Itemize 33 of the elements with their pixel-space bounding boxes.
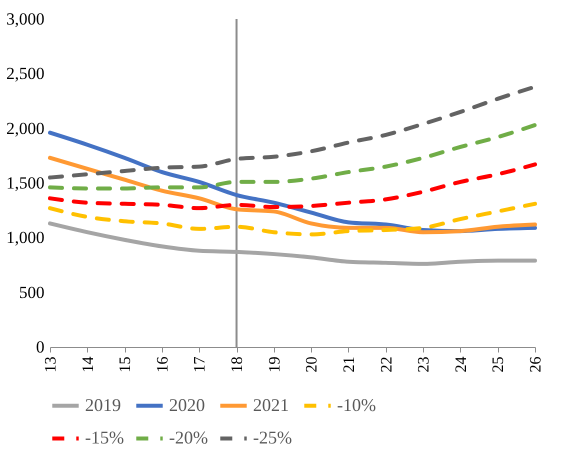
- legend-label: -20%: [169, 428, 208, 448]
- x-tick-label: 13: [42, 356, 60, 372]
- x-tick-label: 23: [416, 356, 433, 372]
- x-tick-label: 26: [528, 356, 544, 372]
- line-series: [48, 221, 537, 266]
- line-series: [48, 202, 537, 236]
- legend-label: -10%: [337, 394, 376, 415]
- line-series: [48, 162, 537, 210]
- y-tick-label: 2,500: [6, 64, 44, 84]
- y-tick-label: 1,000: [6, 228, 44, 248]
- legend-label: 2020: [169, 394, 205, 415]
- x-tick-label: 17: [192, 356, 209, 372]
- legend-label: 2019: [85, 394, 121, 415]
- x-tick-label: 22: [378, 356, 396, 372]
- line-series: [48, 123, 537, 190]
- legend-label: 2021: [253, 394, 289, 415]
- legend-label: -25%: [253, 428, 292, 448]
- x-tick-label: 20: [304, 356, 321, 372]
- y-tick-label: 500: [19, 282, 44, 302]
- y-tick-label: 2,000: [6, 118, 44, 138]
- x-tick-label: 21: [340, 356, 358, 372]
- y-tick-label: 3,000: [6, 10, 44, 28]
- x-tick-label: 16: [154, 356, 172, 372]
- x-tick-label: 14: [80, 356, 97, 372]
- legend-label: -15%: [85, 428, 124, 448]
- line-series: [48, 156, 537, 234]
- x-tick-label: 24: [452, 356, 470, 372]
- x-tick-label: 18: [229, 356, 246, 372]
- x-tick-label: 15: [117, 356, 134, 372]
- y-tick-label: 1,500: [6, 174, 44, 192]
- y-tick-label: 0: [36, 338, 44, 356]
- x-tick-label: 25: [490, 356, 508, 372]
- x-tick-label: 19: [266, 356, 284, 372]
